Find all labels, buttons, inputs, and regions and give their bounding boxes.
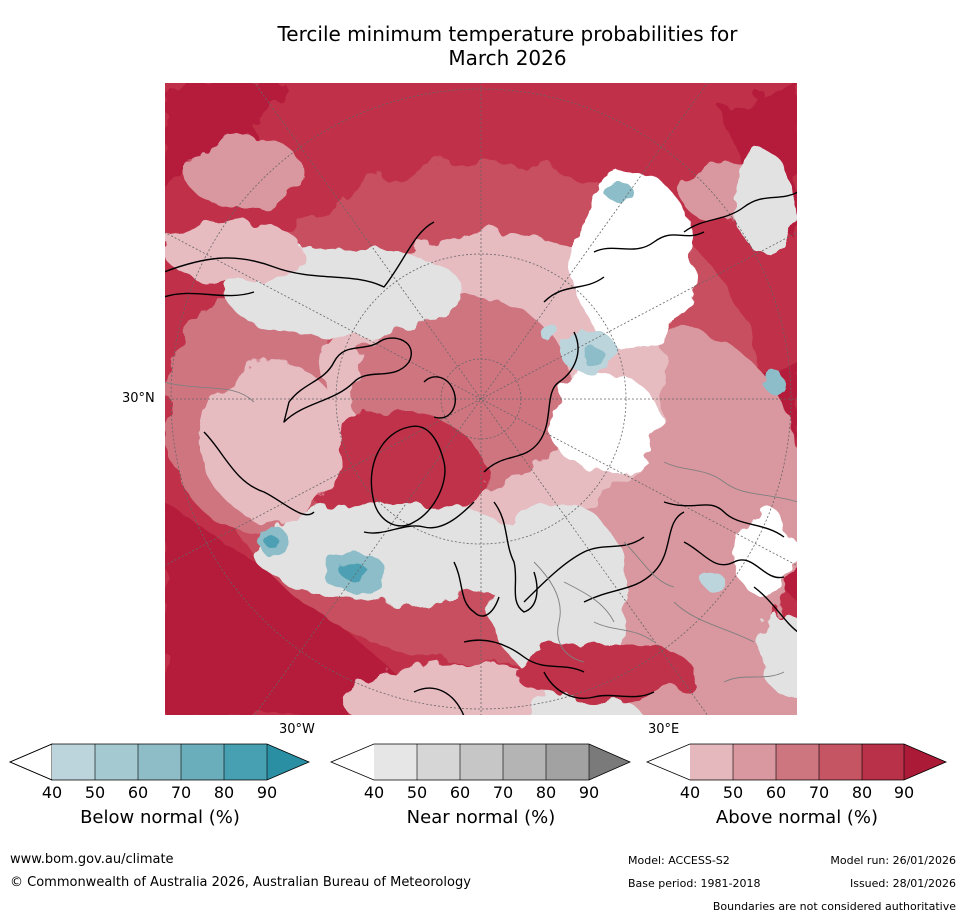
cbar-below-bin-2	[95, 744, 138, 780]
footer-copyright: © Commonwealth of Australia 2026, Austra…	[10, 875, 471, 890]
cbar-below-tick: 40	[41, 783, 63, 802]
title-line-2: March 2026	[448, 46, 567, 70]
cbar-above-min-arrow	[647, 744, 690, 780]
cbar-below-tick: 80	[213, 783, 235, 802]
cbar-above-bin-4	[819, 744, 862, 780]
cbar-above-tick: 80	[851, 783, 873, 802]
colorbar-below-svg	[8, 743, 311, 781]
cbar-near-tick: 60	[449, 783, 471, 802]
graticule	[164, 82, 798, 716]
cbar-above-bin-2	[733, 744, 776, 780]
cbar-below-tick: 50	[84, 783, 106, 802]
cbar-near-bin-2	[417, 744, 460, 780]
cbar-above-bin-1	[690, 744, 733, 780]
cbar-below-min-arrow	[8, 743, 53, 781]
colorbar-below-label: Below normal (%)	[80, 807, 240, 828]
map-title: Tercile minimum temperature probabilitie…	[165, 22, 850, 70]
cbar-below-tick: 70	[170, 783, 192, 802]
cbar-near-bin-4	[503, 744, 546, 780]
colorbar-above-label: Above normal (%)	[715, 807, 879, 828]
probability-map	[164, 82, 798, 716]
colorbar-near-label: Near normal (%)	[406, 807, 556, 828]
footer-disclaimer: Boundaries are not considered authoritat…	[712, 900, 956, 913]
cbar-near-tick: 40	[363, 783, 385, 802]
cbar-near-tick: 70	[492, 783, 514, 802]
cbar-below-bin-4	[181, 744, 224, 780]
cbar-above-tick: 70	[808, 783, 830, 802]
cbar-near-bin-5	[546, 744, 589, 780]
colorbar-near-normal	[329, 743, 631, 781]
country-borders	[164, 381, 798, 683]
cbar-near-tick: 80	[535, 783, 557, 802]
lat-label-30n: 30°N	[122, 391, 155, 406]
footer-base-period: Base period: 1981-2018	[628, 877, 761, 890]
cbar-below-max-arrow	[267, 744, 309, 780]
map-svg	[164, 82, 798, 716]
cbar-near-tick: 50	[406, 783, 428, 802]
map-frame	[164, 82, 798, 716]
colorbar-below-normal	[8, 743, 311, 781]
colorbar-near-svg	[329, 743, 631, 781]
footer-issued: Issued: 28/01/2026	[849, 877, 956, 890]
cbar-near-tick: 90	[578, 783, 600, 802]
cbar-near-min-arrow	[331, 744, 374, 780]
lon-label-30e: 30°E	[648, 722, 680, 737]
cbar-above-tick: 60	[765, 783, 787, 802]
footer-url: www.bom.gov.au/climate	[10, 852, 174, 867]
coastlines	[164, 191, 798, 716]
cbar-near-bin-1	[374, 744, 417, 780]
below-normal-patches	[260, 182, 784, 592]
cbar-above-bin-3	[776, 744, 819, 780]
cbar-near-max-arrow	[589, 744, 630, 780]
colorbar-above-svg	[645, 743, 948, 781]
cbar-above-tick: 40	[679, 783, 701, 802]
footer-model: Model: ACCESS-S2	[628, 854, 730, 867]
footer-model-run: Model run: 26/01/2026	[830, 854, 956, 867]
cbar-above-bin-5	[862, 744, 905, 780]
title-line-1: Tercile minimum temperature probabilitie…	[277, 22, 738, 46]
cbar-above-tick: 90	[893, 783, 915, 802]
cbar-above-max-arrow	[904, 744, 946, 780]
cbar-below-bin-1	[52, 744, 95, 780]
colorbar-above-normal	[645, 743, 948, 781]
cbar-near-bin-3	[460, 744, 503, 780]
cbar-below-bin-5	[224, 744, 267, 780]
cbar-below-tick: 60	[127, 783, 149, 802]
lon-label-30w: 30°W	[279, 722, 315, 737]
cbar-below-bin-3	[138, 744, 181, 780]
cbar-above-tick: 50	[722, 783, 744, 802]
cbar-below-tick: 90	[256, 783, 278, 802]
